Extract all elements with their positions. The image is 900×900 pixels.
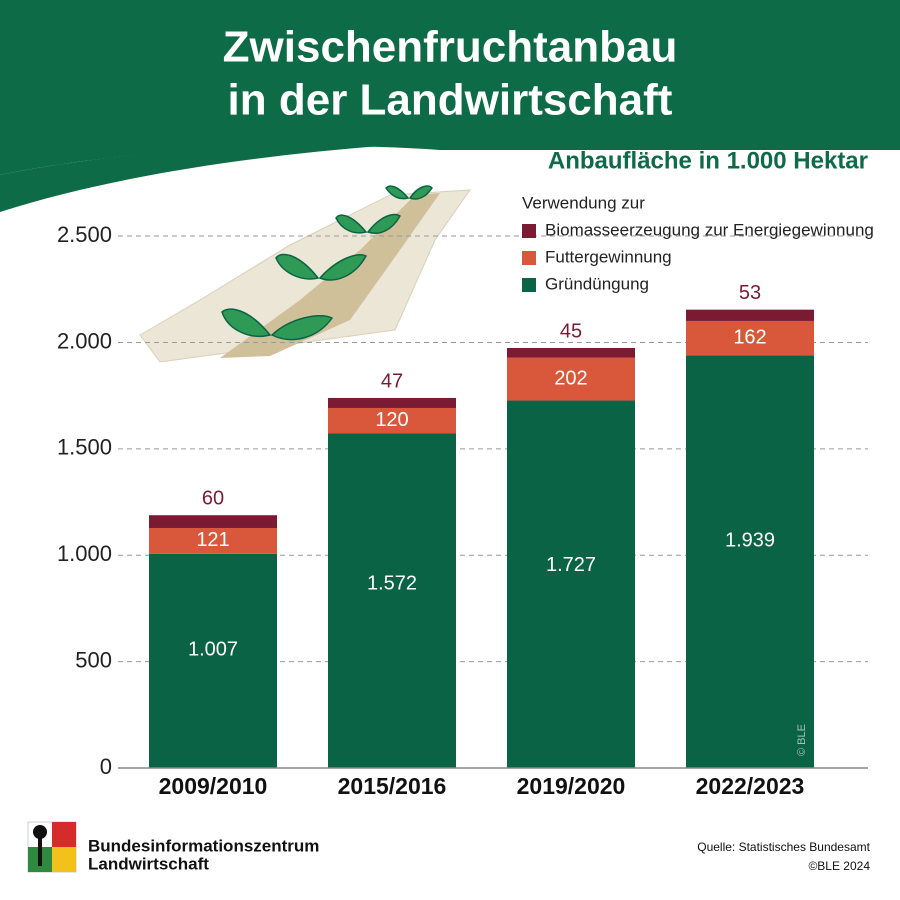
bar-segment xyxy=(328,433,456,768)
x-tick-label: 2019/2020 xyxy=(517,773,626,799)
value-label: 162 xyxy=(733,326,766,348)
bar-segment xyxy=(686,309,814,321)
legend-label: Biomasseerzeugung zur Energiegewinnung xyxy=(545,220,874,239)
value-label: 120 xyxy=(375,409,408,431)
copyright: ©BLE 2024 xyxy=(808,859,870,873)
y-tick-label: 500 xyxy=(75,647,112,672)
title-line: Zwischenfruchtanbau xyxy=(223,23,678,72)
watermark: © BLE xyxy=(796,724,808,756)
x-tick-label: 2022/2023 xyxy=(696,773,805,799)
legend-swatch xyxy=(522,224,536,238)
bar-segment xyxy=(686,355,814,768)
bar-segment xyxy=(507,400,635,768)
bar-segment xyxy=(149,527,277,554)
value-label: 45 xyxy=(560,320,582,342)
value-label: 121 xyxy=(196,529,229,551)
value-label: 1.007 xyxy=(188,638,238,660)
y-tick-label: 1.500 xyxy=(57,435,112,460)
bar-segment xyxy=(149,553,277,768)
value-label: 53 xyxy=(739,282,761,304)
org-name: Landwirtschaft xyxy=(88,854,209,873)
value-label: 1.727 xyxy=(546,554,596,576)
bar-segment xyxy=(328,407,456,434)
legend-label: Futtergewinnung xyxy=(545,247,672,266)
header-band xyxy=(0,0,900,175)
legend-swatch xyxy=(522,278,536,292)
legend-label: Gründüngung xyxy=(545,274,649,293)
value-label: 1.572 xyxy=(367,572,417,594)
subtitle: Anbaufläche in 1.000 Hektar xyxy=(548,147,868,174)
y-tick-label: 2.000 xyxy=(57,328,112,353)
source: Quelle: Statistisches Bundesamt xyxy=(697,840,870,854)
field-illustration xyxy=(139,185,472,363)
bar-segment xyxy=(686,320,814,356)
x-tick-label: 2009/2010 xyxy=(159,773,268,799)
bar-segment xyxy=(507,347,635,358)
legend-swatch xyxy=(522,251,536,265)
bar-segment xyxy=(507,357,635,401)
value-label: 1.939 xyxy=(725,529,775,551)
legend-title: Verwendung zur xyxy=(522,193,645,212)
value-label: 60 xyxy=(202,488,224,510)
bar-segment xyxy=(149,515,277,528)
bar-segment xyxy=(328,397,456,408)
org-name: Bundesinformationszentrum xyxy=(88,836,319,855)
logo xyxy=(27,821,77,873)
value-label: 202 xyxy=(554,367,587,389)
y-tick-label: 2.500 xyxy=(57,222,112,247)
title-line: in der Landwirtschaft xyxy=(228,76,673,125)
header-swoosh xyxy=(0,141,440,212)
y-tick-label: 0 xyxy=(100,754,112,779)
value-label: 47 xyxy=(381,370,403,392)
x-tick-label: 2015/2016 xyxy=(338,773,447,799)
y-tick-label: 1.000 xyxy=(57,541,112,566)
